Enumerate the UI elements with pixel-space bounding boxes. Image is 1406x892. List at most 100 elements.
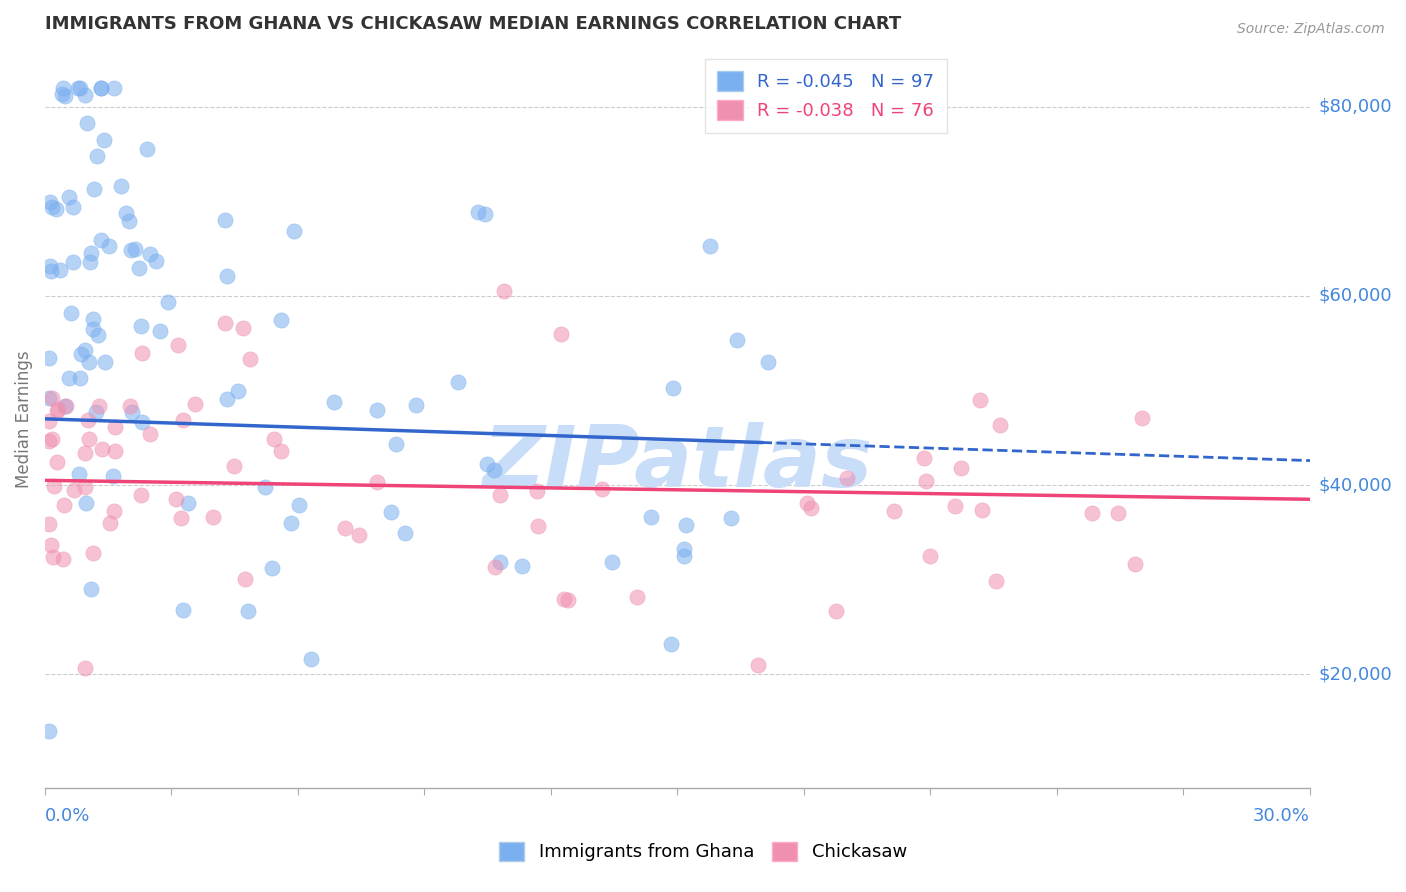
Point [239, 351, 262, 366]
Point [62, 483, 84, 498]
Point [82, 311, 104, 326]
Text: $20,000: $20,000 [1319, 665, 1392, 683]
Point [70, 347, 93, 361]
Point [131, 415, 153, 429]
Point [53, 89, 76, 103]
Point [988, 417, 1011, 432]
Text: $80,000: $80,000 [1319, 97, 1392, 116]
Point [972, 503, 994, 517]
Point [323, 394, 346, 409]
Point [270, 313, 292, 327]
Point [672, 549, 695, 563]
Point [94, 355, 117, 369]
Point [45, 455, 67, 469]
Point [84, 405, 107, 419]
Point [489, 488, 512, 502]
Point [918, 549, 941, 564]
Point [235, 572, 257, 586]
Point [38, 434, 60, 448]
Point [82, 322, 104, 336]
Point [139, 247, 162, 261]
Point [172, 413, 194, 427]
Point [1123, 557, 1146, 571]
Point [640, 510, 662, 524]
Point [45, 202, 67, 216]
Point [62, 200, 84, 214]
Point [79, 245, 101, 260]
Point [120, 243, 142, 257]
Point [969, 392, 991, 407]
Point [79, 433, 101, 447]
Point [52, 498, 75, 512]
Point [600, 555, 623, 569]
Point [38, 413, 60, 427]
Point [131, 346, 153, 360]
Text: 30.0%: 30.0% [1253, 806, 1310, 825]
Point [214, 316, 236, 330]
Point [52, 552, 75, 566]
Point [800, 500, 823, 515]
Point [659, 637, 682, 651]
Point [52, 80, 75, 95]
Point [366, 403, 388, 417]
Point [447, 375, 470, 389]
Point [591, 482, 613, 496]
Point [626, 590, 648, 604]
Point [104, 443, 127, 458]
Point [347, 528, 370, 542]
Point [405, 398, 427, 412]
Point [145, 253, 167, 268]
Point [38, 391, 60, 405]
Point [384, 437, 406, 451]
Point [90, 80, 112, 95]
Point [62, 255, 84, 269]
Point [489, 555, 512, 569]
Point [118, 399, 141, 413]
Point [41, 432, 63, 446]
Point [139, 427, 162, 442]
Point [53, 399, 76, 413]
Point [214, 212, 236, 227]
Text: $60,000: $60,000 [1319, 287, 1392, 305]
Point [118, 214, 141, 228]
Point [725, 333, 748, 347]
Point [510, 559, 533, 574]
Point [129, 319, 152, 334]
Point [110, 178, 132, 193]
Point [136, 142, 159, 156]
Point [79, 254, 101, 268]
Point [467, 204, 489, 219]
Point [121, 405, 143, 419]
Point [662, 381, 685, 395]
Point [93, 133, 115, 147]
Point [58, 371, 80, 385]
Point [215, 392, 238, 406]
Point [76, 116, 98, 130]
Point [75, 496, 97, 510]
Point [69, 370, 91, 384]
Point [796, 495, 818, 509]
Point [124, 242, 146, 256]
Point [82, 546, 104, 560]
Point [494, 284, 516, 298]
Point [100, 516, 122, 531]
Point [46, 402, 69, 417]
Point [87, 400, 110, 414]
Y-axis label: Median Earnings: Median Earnings [15, 350, 32, 488]
Point [254, 480, 277, 494]
Point [262, 561, 284, 575]
Point [484, 559, 506, 574]
Point [756, 355, 779, 369]
Point [184, 397, 207, 411]
Point [90, 80, 112, 95]
Point [67, 467, 90, 481]
Point [484, 463, 506, 477]
Point [835, 471, 858, 485]
Point [98, 238, 121, 252]
Point [883, 504, 905, 518]
Point [77, 413, 100, 427]
Point [747, 657, 769, 672]
Point [38, 351, 60, 365]
Point [553, 591, 575, 606]
Point [128, 261, 150, 276]
